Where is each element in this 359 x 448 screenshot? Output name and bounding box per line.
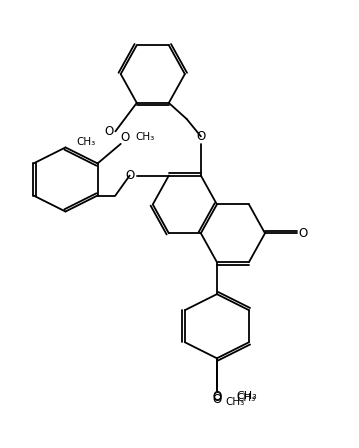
Text: O: O: [196, 130, 205, 143]
Text: O: O: [212, 391, 222, 404]
Text: CH₃: CH₃: [237, 393, 256, 403]
Text: CH₃: CH₃: [237, 391, 257, 401]
Text: O: O: [121, 131, 130, 144]
Text: O: O: [212, 390, 222, 403]
Text: O: O: [104, 125, 113, 138]
Text: O: O: [212, 393, 222, 406]
Text: CH₃: CH₃: [226, 397, 245, 407]
Text: O: O: [126, 169, 135, 182]
Text: CH₃: CH₃: [135, 132, 154, 142]
Text: O: O: [299, 227, 308, 240]
Text: CH₃: CH₃: [76, 137, 96, 147]
